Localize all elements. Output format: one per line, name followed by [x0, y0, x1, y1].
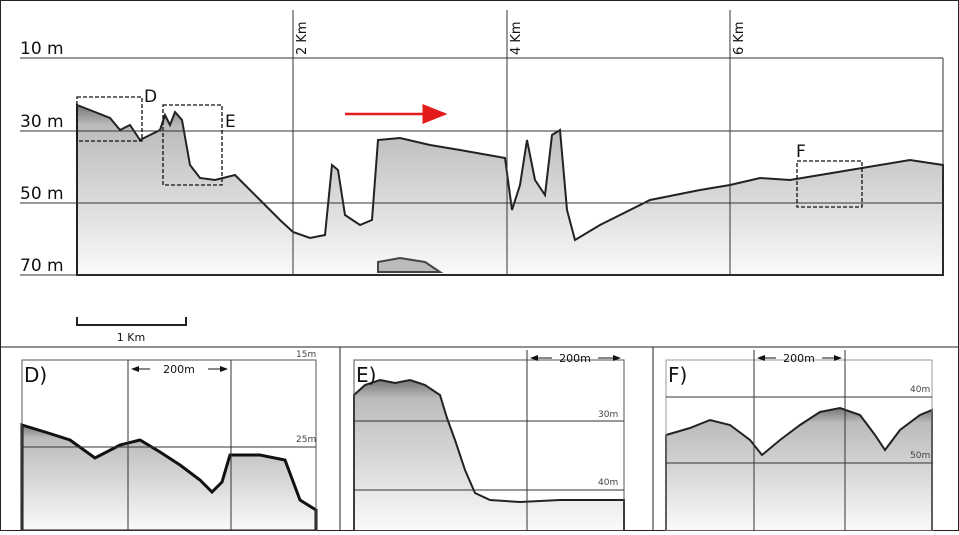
width-label: 200m: [783, 352, 815, 365]
panel-echogram: [354, 380, 624, 531]
figure: 10 m 30 m 50 m 70 m 2 Km 4 Km 6 Km D E F…: [0, 0, 959, 531]
scale-bar: [77, 317, 186, 325]
panel-depth: 40m: [910, 385, 930, 395]
distance-label: 2 Km: [295, 21, 310, 55]
panel-echogram: [666, 408, 932, 531]
panel-depth: 25m: [296, 435, 316, 445]
box-label: F: [796, 142, 806, 162]
panel-depth: 15m: [296, 350, 316, 360]
panel-depth: 30m: [598, 410, 618, 420]
depth-label: 10 m: [20, 39, 64, 59]
depth-label: 30 m: [20, 112, 64, 132]
width-label: 200m: [163, 363, 195, 376]
distance-label: 6 Km: [732, 21, 747, 55]
panel-label: E): [356, 363, 376, 387]
box-label: E: [225, 112, 236, 132]
panel-echogram: [22, 425, 316, 531]
width-label: 200m: [559, 352, 591, 365]
depth-label: 70 m: [20, 256, 64, 276]
scale-label: 1 Km: [117, 331, 145, 344]
panel-depth: 40m: [598, 478, 618, 488]
panel-label: F): [668, 363, 687, 387]
panel-depth: 50m: [910, 451, 930, 461]
panel-label: D): [24, 363, 47, 387]
depth-label: 50 m: [20, 184, 64, 204]
distance-label: 4 Km: [509, 21, 524, 55]
box-label: D: [144, 87, 157, 107]
